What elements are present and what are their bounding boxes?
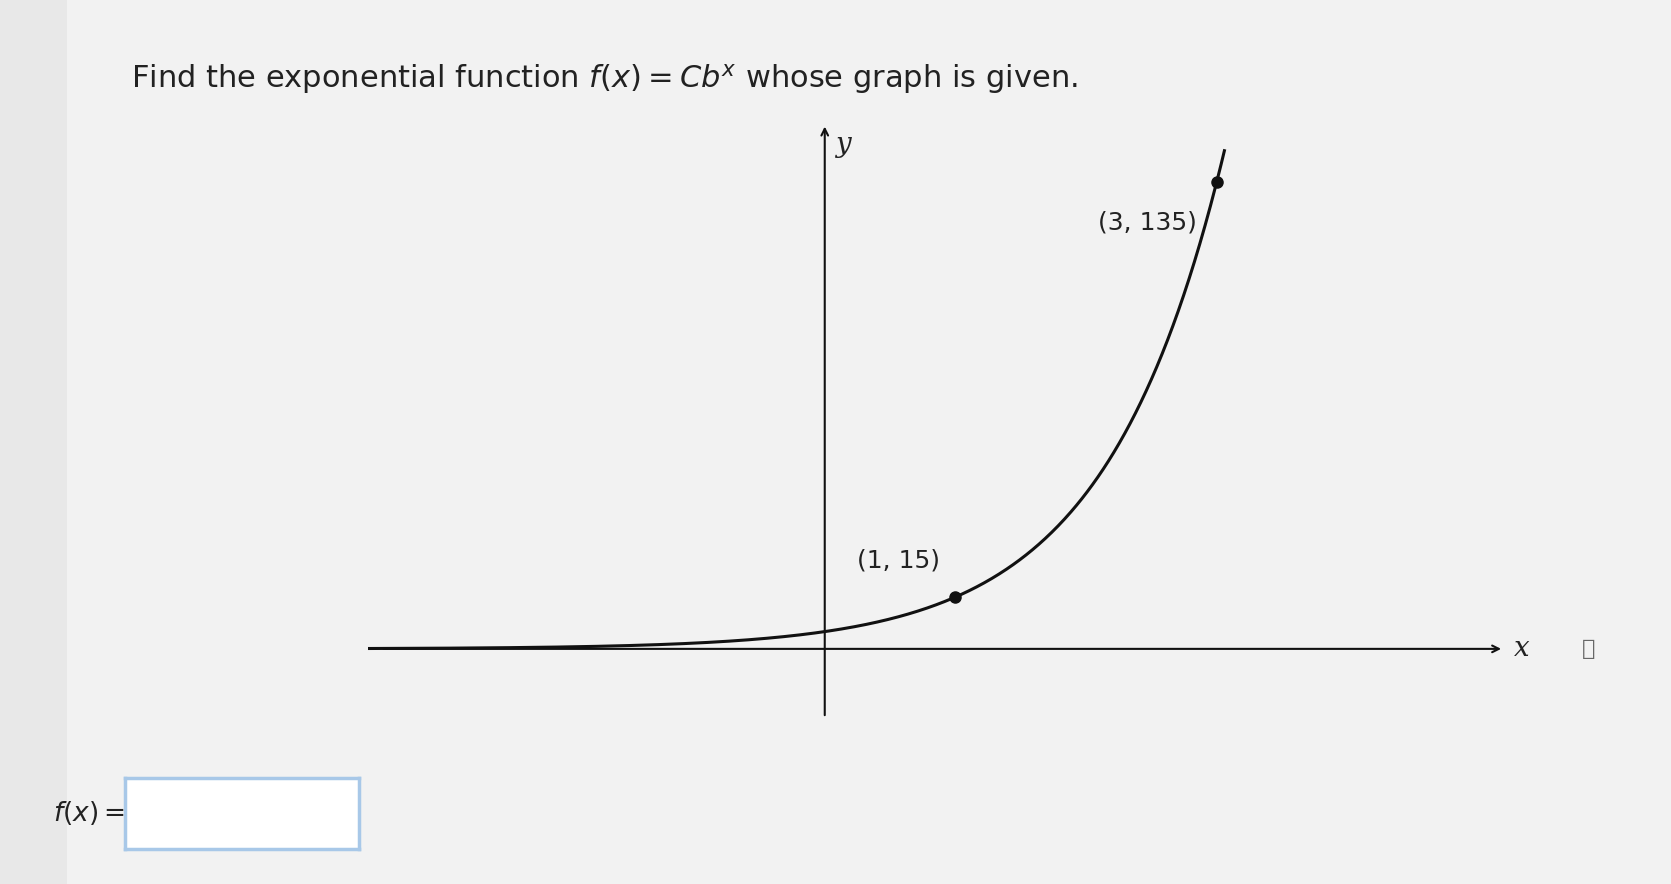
- Text: ⓘ: ⓘ: [1582, 639, 1596, 659]
- Text: (1, 15): (1, 15): [857, 549, 939, 573]
- Text: x: x: [1514, 636, 1531, 662]
- Text: Find the exponential function $f(x) = Cb^x$ whose graph is given.: Find the exponential function $f(x) = Cb…: [130, 62, 1078, 95]
- Text: $f(x) =$: $f(x) =$: [53, 799, 125, 827]
- Text: (3, 135): (3, 135): [1098, 210, 1196, 234]
- Text: y: y: [836, 131, 851, 157]
